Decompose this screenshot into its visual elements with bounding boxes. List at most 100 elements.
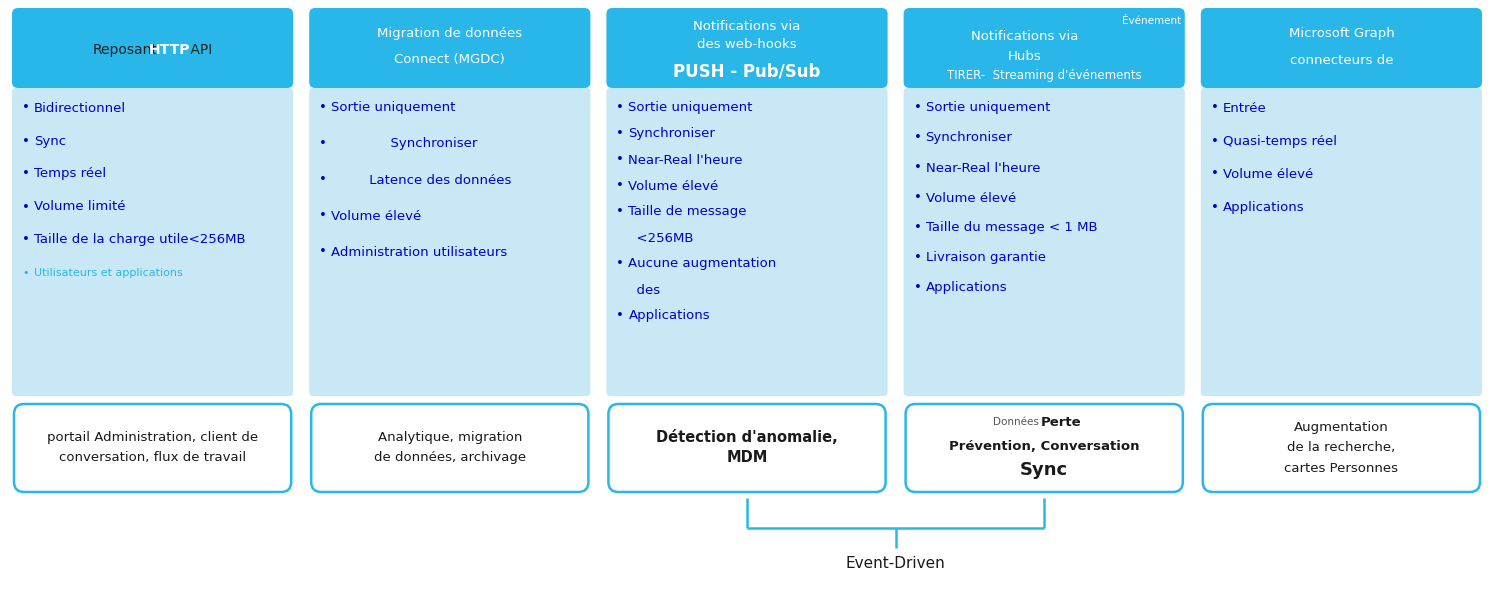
Text: Synchroniser: Synchroniser [332,137,478,150]
Text: •: • [914,131,922,144]
Text: Livraison garantie: Livraison garantie [926,252,1046,264]
Text: Analytique, migration: Analytique, migration [378,432,521,444]
FancyBboxPatch shape [1203,404,1481,492]
Text: PUSH - Pub/Sub: PUSH - Pub/Sub [674,62,820,80]
FancyBboxPatch shape [1201,88,1482,396]
Text: Connect (MGDC): Connect (MGDC) [394,54,505,66]
Text: Applications: Applications [1222,200,1304,214]
Text: Prévention, Conversation: Prévention, Conversation [949,439,1140,453]
Text: Quasi-temps réel: Quasi-temps réel [1222,134,1337,147]
Text: Augmentation: Augmentation [1294,421,1389,435]
Text: Administration utilisateurs: Administration utilisateurs [332,246,508,258]
Text: •: • [1210,134,1219,147]
Text: Aucune augmentation: Aucune augmentation [629,258,777,270]
Text: •: • [320,246,327,258]
Text: Event-Driven: Event-Driven [846,556,946,571]
Text: Volume élevé: Volume élevé [332,209,421,223]
Text: Reposant: Reposant [93,43,157,57]
FancyBboxPatch shape [309,8,590,88]
Text: Volume élevé: Volume élevé [1222,167,1313,181]
Text: API: API [185,43,212,57]
Text: Sync: Sync [34,134,66,147]
Text: conversation, flux de travail: conversation, flux de travail [60,452,247,465]
Text: •: • [914,282,922,294]
Text: •: • [22,167,30,181]
Text: Taille de la charge utile<256MB: Taille de la charge utile<256MB [34,234,245,246]
FancyBboxPatch shape [904,8,1185,88]
Text: Applications: Applications [926,282,1007,294]
Text: Synchroniser: Synchroniser [926,131,1013,144]
Text: Volume élevé: Volume élevé [629,179,719,193]
Text: Microsoft Graph: Microsoft Graph [1288,28,1394,40]
Text: Notifications via: Notifications via [971,29,1077,43]
Text: •: • [320,102,327,114]
Text: •: • [320,173,327,187]
Text: •: • [617,102,624,114]
Text: Near-Real l'heure: Near-Real l'heure [926,161,1040,175]
Text: Sortie uniquement: Sortie uniquement [629,102,753,114]
Text: •: • [617,205,624,219]
FancyBboxPatch shape [13,404,291,492]
Text: •: • [1210,200,1219,214]
Text: des web-hooks: des web-hooks [698,39,796,52]
Text: Synchroniser: Synchroniser [629,128,716,140]
Text: Applications: Applications [629,309,710,323]
Text: •: • [320,209,327,223]
FancyBboxPatch shape [607,8,887,88]
Text: Notifications via: Notifications via [693,19,801,33]
Text: Hubs: Hubs [1007,49,1041,63]
Text: •: • [617,258,624,270]
Text: TIRER-  Streaming d'événements: TIRER- Streaming d'événements [947,69,1141,82]
Text: HTTP: HTTP [148,43,190,57]
Text: Temps réel: Temps réel [34,167,106,181]
Text: •: • [617,309,624,323]
Text: Perte: Perte [1041,415,1082,429]
Text: Latence des données: Latence des données [332,173,511,187]
Text: Entrée: Entrée [1222,102,1267,114]
FancyBboxPatch shape [607,88,887,396]
Text: des: des [629,284,660,297]
Text: Taille du message < 1 MB: Taille du message < 1 MB [926,222,1097,235]
Text: •: • [914,252,922,264]
Text: Utilisateurs et applications: Utilisateurs et applications [34,268,182,278]
Text: MDM: MDM [726,450,768,465]
Text: Détection d'anomalie,: Détection d'anomalie, [656,430,838,445]
Text: •: • [914,102,922,114]
Text: •: • [22,102,30,114]
Text: portail Administration, client de: portail Administration, client de [46,432,258,444]
Text: •: • [914,222,922,235]
Text: •: • [22,234,30,246]
Text: de données, archivage: de données, archivage [374,452,526,465]
Text: Near-Real l'heure: Near-Real l'heure [629,154,743,167]
FancyBboxPatch shape [309,88,590,396]
FancyBboxPatch shape [1201,8,1482,88]
Text: Événement: Événement [1122,16,1180,26]
Text: •: • [617,179,624,193]
Text: cartes Personnes: cartes Personnes [1285,462,1398,474]
FancyBboxPatch shape [12,88,293,396]
Text: •: • [1210,102,1219,114]
FancyBboxPatch shape [904,88,1185,396]
Text: de la recherche,: de la recherche, [1288,441,1395,455]
Text: •: • [1210,167,1219,181]
Text: •: • [914,191,922,205]
Text: Migration de données: Migration de données [378,28,523,40]
Text: Taille de message: Taille de message [629,205,747,219]
Text: •: • [617,128,624,140]
FancyBboxPatch shape [608,404,886,492]
Text: Sortie uniquement: Sortie uniquement [926,102,1050,114]
Text: Volume élevé: Volume élevé [926,191,1016,205]
Text: •: • [22,268,30,278]
Text: Sync: Sync [1020,461,1068,479]
Text: •: • [617,154,624,167]
Text: Sortie uniquement: Sortie uniquement [332,102,456,114]
FancyBboxPatch shape [12,8,293,88]
Text: <256MB: <256MB [629,232,693,244]
Text: Bidirectionnel: Bidirectionnel [34,102,125,114]
FancyBboxPatch shape [905,404,1183,492]
Text: connecteurs de: connecteurs de [1289,54,1392,66]
Text: •: • [22,200,30,214]
Text: Données: Données [994,417,1040,427]
Text: •: • [320,137,327,150]
Text: •: • [22,134,30,147]
